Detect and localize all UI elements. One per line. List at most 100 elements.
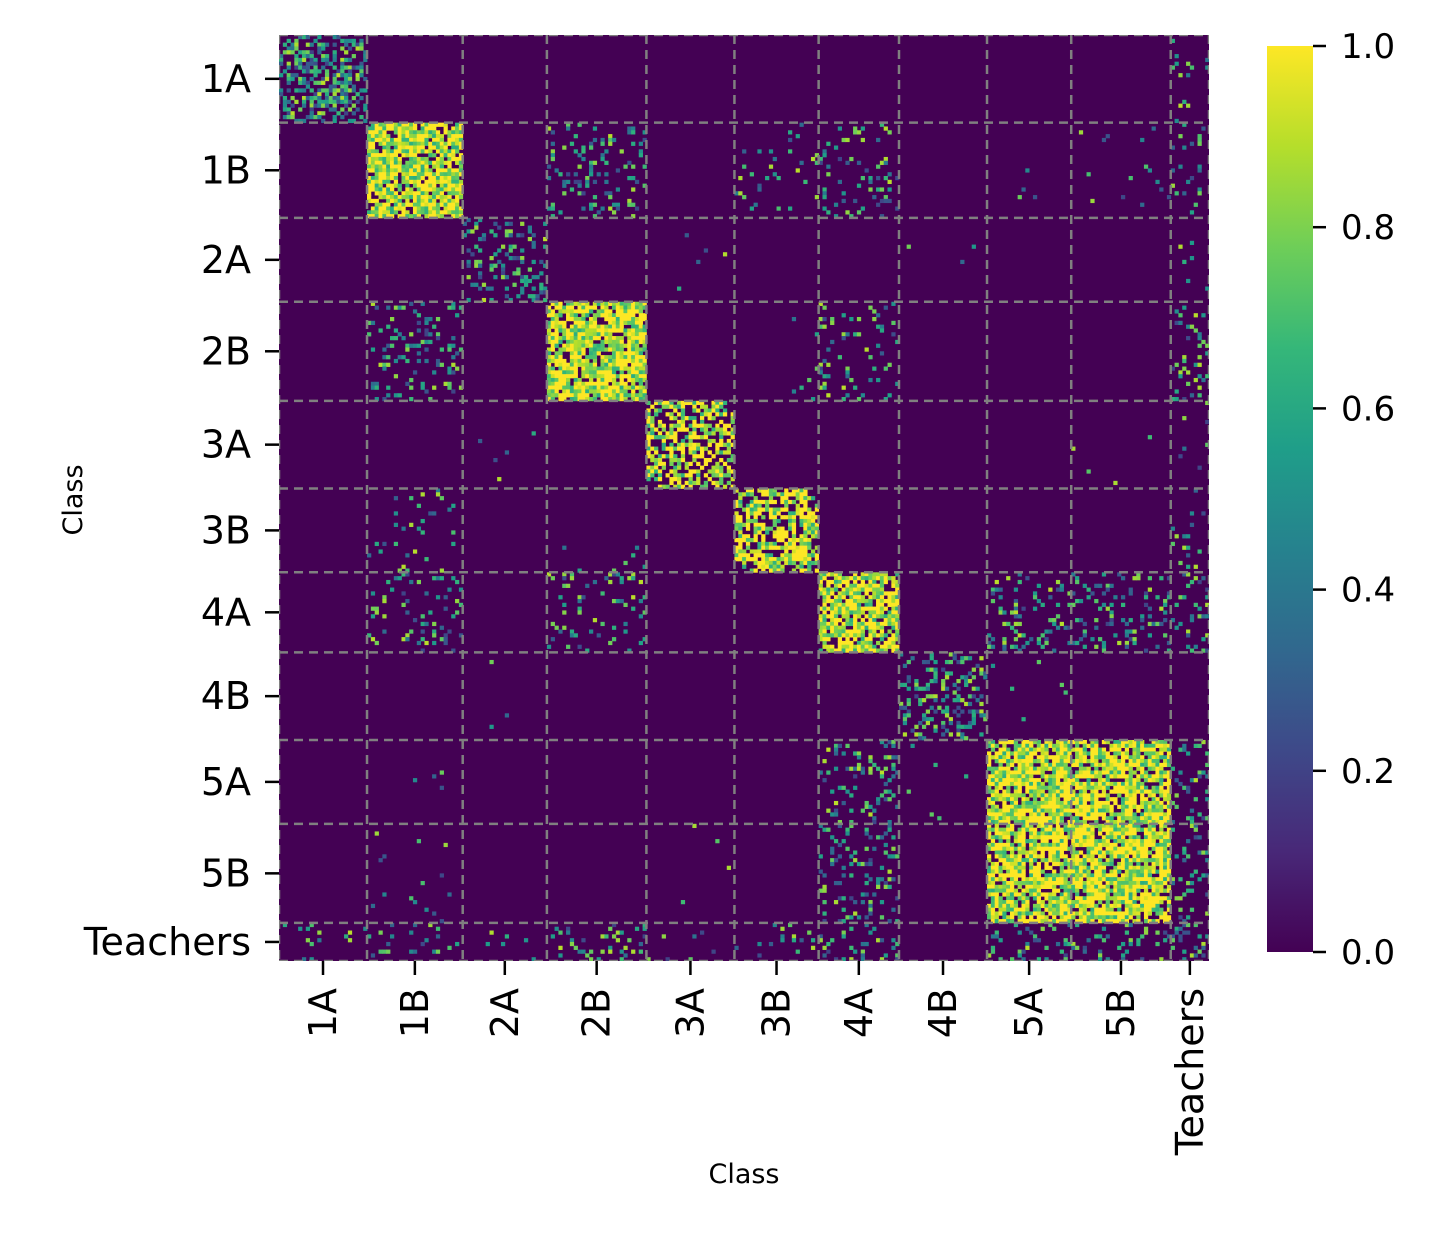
heatmap-cell <box>680 416 686 421</box>
heatmap-cell <box>389 176 395 181</box>
heatmap-cell <box>669 431 674 436</box>
heatmap-cell <box>370 183 376 188</box>
heatmap-cell <box>416 210 422 215</box>
heatmap-cell <box>1086 850 1091 855</box>
heatmap-cell <box>634 351 640 356</box>
heatmap-cell <box>833 587 839 592</box>
heatmap-cell <box>481 236 487 242</box>
heatmap-cell <box>1025 808 1030 813</box>
heatmap-cell <box>1140 797 1145 802</box>
heatmap-cell <box>1094 743 1099 748</box>
heatmap-cell <box>841 625 846 630</box>
heatmap-cell <box>589 385 594 390</box>
heatmap-cell <box>1189 65 1195 70</box>
heatmap-cell <box>523 278 529 284</box>
heatmap-cell <box>1044 637 1049 642</box>
heatmap-cell <box>895 610 900 615</box>
heatmap-cell <box>1075 747 1080 752</box>
heatmap-cell <box>1159 747 1164 752</box>
heatmap-cell <box>393 130 399 135</box>
heatmap-cell <box>818 572 823 577</box>
heatmap-cell <box>374 610 379 615</box>
heatmap-cell <box>1067 804 1072 809</box>
heatmap-cell <box>619 316 624 322</box>
heatmap-cell <box>1132 797 1137 802</box>
heatmap-cell <box>833 648 839 653</box>
heatmap-cell <box>1117 831 1122 836</box>
heatmap-cell <box>1013 774 1019 779</box>
heatmap-cell <box>351 95 356 101</box>
heatmap-cell <box>860 587 865 592</box>
heatmap-cell <box>424 195 429 200</box>
heatmap-cell <box>631 343 636 348</box>
heatmap-cell <box>589 320 594 326</box>
heatmap-cell <box>1159 820 1164 825</box>
heatmap-cell <box>543 244 548 249</box>
heatmap-cell <box>389 164 395 169</box>
heatmap-cell <box>677 427 682 432</box>
heatmap-cell <box>654 408 659 413</box>
heatmap-cell <box>558 629 563 634</box>
heatmap-cell <box>374 183 379 188</box>
heatmap-cell <box>447 176 452 181</box>
heatmap-cell <box>887 778 892 783</box>
heatmap-cell <box>631 309 636 314</box>
heatmap-cell <box>1063 770 1068 775</box>
heatmap-cell <box>424 557 429 562</box>
heatmap-cell <box>761 492 766 497</box>
heatmap-cell <box>344 92 349 97</box>
heatmap-cell <box>420 629 425 634</box>
heatmap-cell <box>669 404 674 409</box>
heatmap-cell <box>389 316 395 322</box>
heatmap-cell <box>818 301 823 306</box>
heatmap-cell <box>577 347 582 352</box>
heatmap-cell <box>393 336 399 341</box>
heatmap-cell <box>987 789 992 794</box>
heatmap-cell <box>1071 602 1076 607</box>
heatmap-cell <box>1151 827 1156 832</box>
heatmap-cell <box>351 65 356 70</box>
heatmap-cell <box>397 355 402 360</box>
heatmap-cell <box>868 759 873 764</box>
heatmap-cell <box>826 614 831 619</box>
heatmap-cell <box>941 732 946 737</box>
heatmap-cell <box>1029 820 1034 825</box>
heatmap-cell <box>412 549 418 554</box>
heatmap-cell <box>596 366 601 371</box>
heatmap-cell <box>592 202 598 207</box>
heatmap-cell <box>1029 816 1034 821</box>
heatmap-cell <box>696 408 701 413</box>
heatmap-cell <box>1063 823 1068 829</box>
heatmap-cell <box>290 50 295 55</box>
heatmap-cell <box>1025 781 1030 787</box>
heatmap-cell <box>1082 633 1087 638</box>
heatmap-cell <box>447 134 452 139</box>
heatmap-cell <box>864 831 869 836</box>
heatmap-cell <box>432 621 437 627</box>
heatmap-cell <box>703 457 709 463</box>
heatmap-cell <box>669 427 674 432</box>
heatmap-cell <box>432 511 437 516</box>
heatmap-cell <box>864 640 869 646</box>
heatmap-cell <box>895 854 900 859</box>
heatmap-cell <box>1166 797 1172 802</box>
heatmap-cell <box>566 370 571 375</box>
heatmap-cell <box>818 854 823 859</box>
heatmap-cell <box>573 339 578 345</box>
heatmap-cell <box>830 850 835 855</box>
heatmap-cell <box>550 320 555 326</box>
heatmap-cell <box>788 515 793 520</box>
heatmap-cell <box>665 454 670 459</box>
heatmap-cell <box>1009 793 1015 798</box>
heatmap-cell <box>634 301 640 306</box>
heatmap-cell <box>527 267 532 272</box>
heatmap-cell <box>757 499 762 505</box>
heatmap-cell <box>830 633 835 638</box>
heatmap-cell <box>856 766 862 771</box>
heatmap-cell <box>508 244 513 249</box>
heatmap-cell <box>611 351 617 356</box>
heatmap-cell <box>608 301 613 306</box>
heatmap-cell <box>1124 850 1130 855</box>
heatmap-cell <box>1009 686 1015 691</box>
heatmap-cell <box>1090 762 1095 768</box>
